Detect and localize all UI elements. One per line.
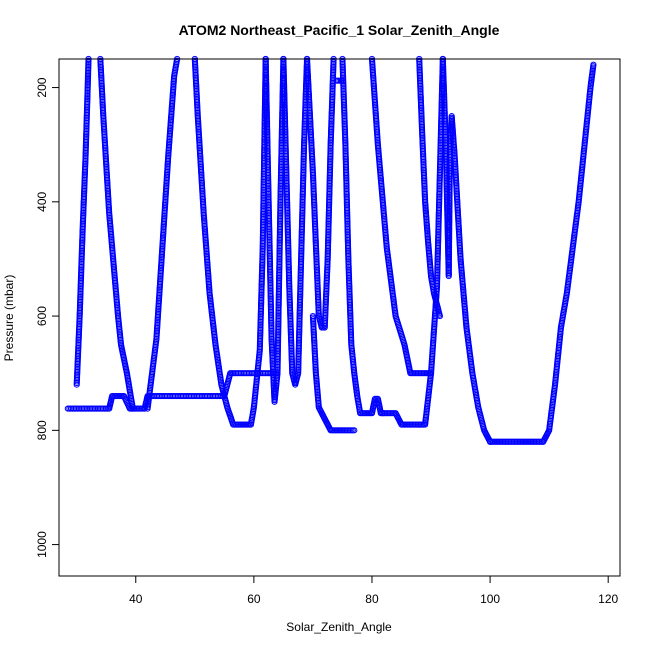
y-tick-label: 600: [35, 306, 49, 326]
x-tick-label: 40: [129, 592, 143, 606]
data-point: [129, 405, 136, 412]
y-axis: 200 400 600 800 1000: [35, 77, 59, 558]
data-point: [436, 312, 443, 320]
data-point: [351, 427, 358, 434]
plot-frame: [58, 58, 621, 577]
x-tick-label: 100: [480, 592, 500, 606]
x-tick-label: 80: [365, 592, 379, 606]
y-tick-label: 400: [35, 191, 49, 211]
x-axis: 40 60 80 100 120: [129, 575, 619, 606]
y-tick-label: 800: [35, 420, 49, 440]
chart-title: ATOM2 Northeast_Pacific_1 Solar_Zenith_A…: [179, 22, 500, 38]
points-layer: [64, 55, 597, 445]
x-tick-label: 120: [598, 592, 618, 606]
y-tick-label: 1000: [35, 531, 49, 558]
data-point: [590, 61, 597, 68]
x-tick-label: 60: [247, 592, 261, 606]
y-tick-label: 200: [35, 77, 49, 97]
y-axis-label: Pressure (mbar): [2, 275, 16, 362]
x-axis-label: Solar_Zenith_Angle: [286, 620, 392, 634]
